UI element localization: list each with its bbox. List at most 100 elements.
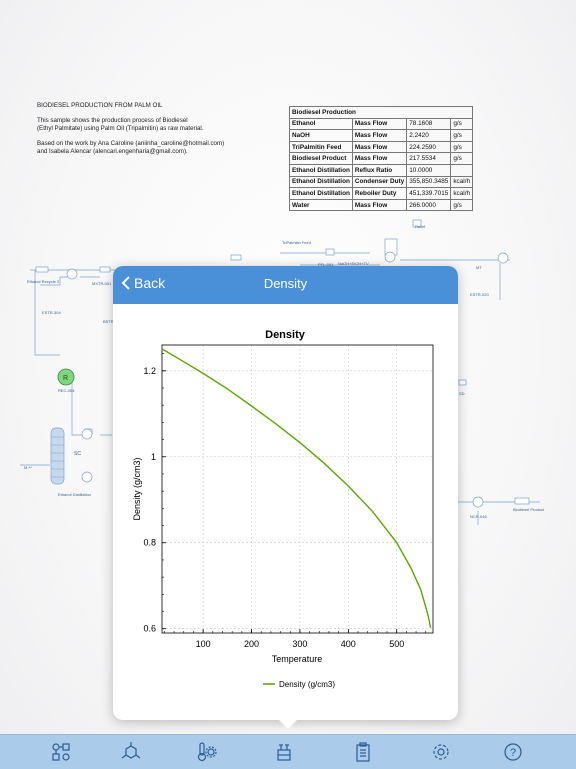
- plot-area-frame: [161, 344, 434, 634]
- summary-value-cell: 10.0000: [406, 163, 452, 177]
- summary-table-row: NaOH Mass Flow 2.2420 g/s: [289, 129, 474, 142]
- property-chart-popover: Back Density Density 100 200 300 400 500 0.6 0…: [113, 266, 458, 720]
- summary-table-row: Biodiesel Product Mass Flow 217.5534 g/s: [289, 152, 474, 165]
- summary-table: Biodiesel Production Ethanol Mass Flow 78.…: [288, 106, 474, 212]
- summary-value-cell: 224.2590: [406, 140, 452, 154]
- fs-label-biodiesel-product: Biodiesel Product: [513, 507, 545, 512]
- summary-property-cell: Mass Flow: [351, 140, 408, 154]
- flowsheet-diagram: R Ethanol Recycle 2 MXTR-001 ESTR-304 Tr…: [20, 219, 545, 525]
- legend-label: Density (g/cm3): [279, 680, 335, 689]
- summary-object-cell: Biodiesel Product: [289, 152, 353, 165]
- bottom-toolbar: ?: [0, 734, 576, 769]
- help-icon: ?: [504, 743, 522, 761]
- fs-label-m: M-**: [24, 465, 32, 470]
- summary-value-cell: 451,339.7015: [406, 187, 452, 200]
- objects-icon: [52, 743, 70, 761]
- notes-title: BIODIESEL PRODUCTION FROM PALM OIL: [37, 102, 163, 109]
- summary-table-row: Ethanol Distillation Condenser Duty 355,85…: [289, 175, 474, 189]
- fs-label-ethanol-recycle: Ethanol Recycle 2: [27, 279, 60, 284]
- gear-icon: [433, 744, 449, 760]
- summary-table-row: Water Mass Flow 266.0000 g/s: [289, 198, 474, 212]
- summary-value-cell: 266.0000: [406, 198, 452, 212]
- summary-value-cell: 217.5534: [406, 152, 452, 165]
- molecule-icon: [121, 742, 141, 759]
- y-tick-label: 1: [151, 452, 156, 462]
- fs-label-ncr046: NCR-046: [470, 514, 487, 519]
- fs-label-rec004: REC-004: [58, 388, 75, 393]
- back-button[interactable]: Back: [121, 275, 165, 291]
- summary-property-cell: Condenser Duty: [351, 175, 408, 189]
- svg-text:?: ?: [510, 747, 516, 759]
- summary-unit-cell: g/s: [450, 152, 474, 165]
- unit-operations-button[interactable]: [271, 740, 297, 764]
- back-button-label: Back: [134, 275, 166, 291]
- fs-label-sc: SC: [74, 451, 81, 457]
- help-button[interactable]: ?: [500, 740, 526, 764]
- popover-header: Back Density: [113, 266, 458, 304]
- x-tick-label: 300: [292, 639, 307, 649]
- summary-value-cell: 2.2420: [406, 129, 452, 142]
- x-tick-label: 200: [244, 639, 259, 649]
- y-axis-label: Density (g/cm3): [132, 457, 142, 520]
- chart-legend: Density (g/cm3): [263, 680, 335, 689]
- summary-table-title: Biodiesel Production: [288, 106, 474, 119]
- summary-property-cell: Mass Flow: [351, 152, 408, 165]
- fs-label-sd: SD: [459, 391, 465, 396]
- summary-unit-cell: kcal/h: [450, 175, 474, 189]
- y-tick-label: 1.2: [143, 366, 156, 376]
- x-tick-label: 100: [196, 639, 211, 649]
- distillation-icon: [277, 744, 291, 761]
- density-chart-svg: Density 100 200 300 400 500 0.6 0.8 1 1.2 Temper…: [132, 329, 434, 689]
- chevron-left-icon: [121, 276, 130, 290]
- series-line-density: [161, 348, 432, 628]
- fs-label-estr020: ESTR-020: [470, 292, 489, 297]
- summary-unit-cell: g/s: [450, 129, 474, 142]
- summary-property-cell: Reflux Ratio: [351, 163, 408, 177]
- fs-label-bstr: BSTR-D: [103, 319, 118, 324]
- notes-credits: Based on the work by Ana Caroline (aniin…: [37, 140, 225, 155]
- x-tick-label: 500: [389, 639, 404, 649]
- summary-object-cell: Ethanol Distillation: [289, 163, 353, 177]
- summary-table-row: TriPalmitin Feed Mass Flow 224.2590 g/s: [289, 140, 474, 154]
- summary-unit-cell: [450, 163, 474, 177]
- summary-table-row: Ethanol Distillation Reflux Ratio 10.0000: [289, 163, 474, 177]
- fs-label-relief: Relief: [415, 224, 426, 229]
- summary-object-cell: Water: [289, 198, 353, 212]
- fs-label-tripalmitin: TriPalmitin Feed: [282, 240, 311, 245]
- summary-unit-cell: g/s: [450, 140, 474, 154]
- summary-value-cell: 355,850.3485: [406, 175, 452, 189]
- popover-title: Density: [263, 276, 308, 291]
- fs-label-ethanol-distillation: Ethanol Distillation: [58, 492, 91, 497]
- summary-unit-cell: g/s: [450, 117, 474, 131]
- fs-label-mt: MT: [476, 265, 482, 270]
- summary-table-row: Ethanol Distillation Reboiler Duty 451,339…: [289, 187, 474, 200]
- summary-object-cell: Ethanol: [289, 117, 353, 131]
- x-tick-label: 400: [341, 639, 356, 649]
- flowsheet-notes: BIODIESEL PRODUCTION FROM PALM OIL This …: [37, 102, 277, 163]
- chart-title: Density: [265, 329, 306, 341]
- summary-value-cell: 78.1608: [406, 117, 452, 131]
- flowsheet-objects-button[interactable]: [48, 740, 74, 764]
- settings-button[interactable]: [428, 740, 454, 764]
- compounds-button[interactable]: [118, 740, 144, 764]
- x-axis-label: Temperature: [272, 654, 323, 664]
- summary-property-cell: Reboiler Duty: [351, 187, 408, 200]
- clipboard-icon: [356, 742, 370, 762]
- notes-description: This sample shows the production process…: [37, 117, 204, 132]
- thermometer-gear-icon: [197, 742, 217, 762]
- density-chart: Density 100 200 300 400 500 0.6 0.8 1 1.2 Temper…: [113, 304, 458, 720]
- fs-label-mixer: MXTR-001: [92, 281, 112, 286]
- fs-label-naoh: NaOH+EtOH+TV: [338, 261, 369, 266]
- fs-label-pfl: PFL-001: [318, 262, 334, 267]
- summary-property-cell: Mass Flow: [351, 129, 408, 142]
- summary-property-cell: Mass Flow: [351, 198, 408, 212]
- summary-object-cell: Ethanol Distillation: [289, 187, 353, 200]
- summary-object-cell: NaOH: [289, 129, 353, 142]
- results-button[interactable]: [350, 740, 376, 764]
- summary-object-cell: Ethanol Distillation: [289, 175, 353, 189]
- summary-unit-cell: kcal/h: [450, 187, 474, 200]
- property-package-button[interactable]: [194, 740, 220, 764]
- summary-unit-cell: g/s: [450, 198, 474, 212]
- popover-pointer: [279, 720, 297, 729]
- summary-table-row: Ethanol Mass Flow 78.1608 g/s: [289, 117, 474, 131]
